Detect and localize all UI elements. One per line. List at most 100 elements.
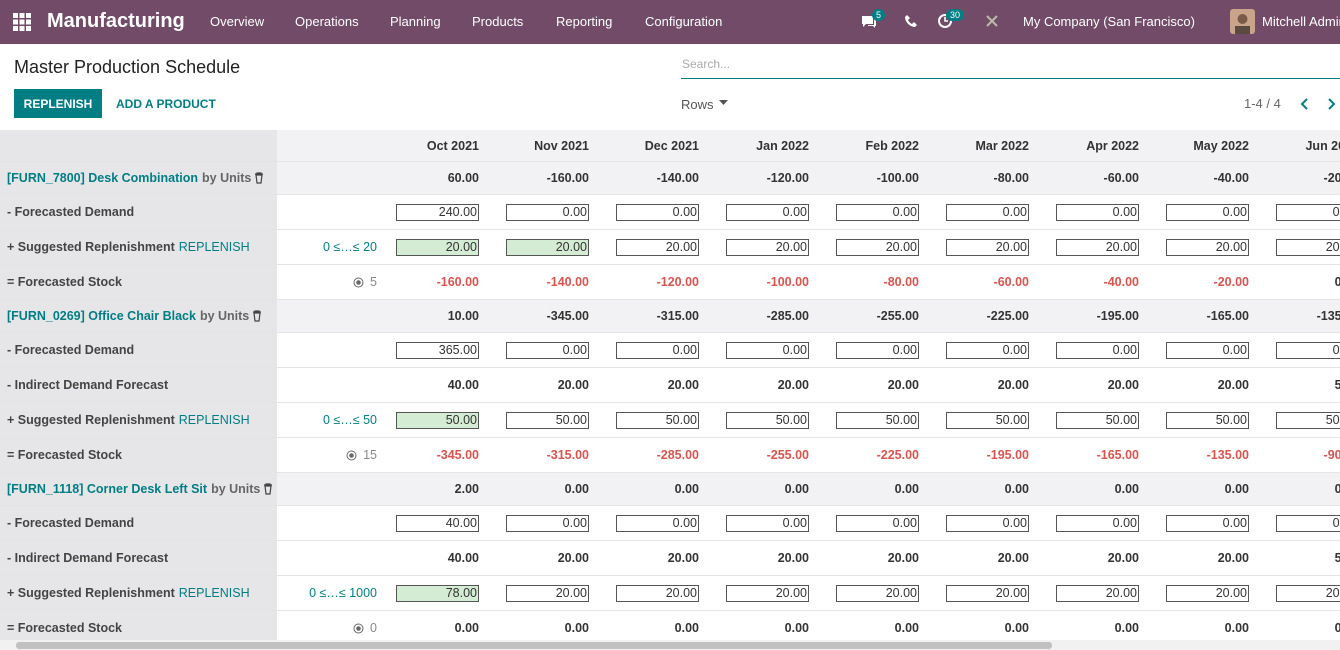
- value-input[interactable]: 20.00: [1056, 584, 1139, 602]
- value-input[interactable]: 0.00: [616, 514, 699, 532]
- debug-icon[interactable]: [985, 14, 999, 28]
- value-text: 20.00: [887, 551, 919, 565]
- value-input[interactable]: 20.00: [1056, 238, 1139, 256]
- value-text: -100.00: [766, 275, 809, 289]
- delete-icon[interactable]: [252, 310, 262, 322]
- detail-row: - Forecasted Demand 240.00 0.00 0.00 0.00 0.0…: [0, 195, 1340, 230]
- delete-icon[interactable]: [254, 172, 264, 184]
- add-product-button[interactable]: ADD A PRODUCT: [116, 97, 216, 111]
- value-input[interactable]: 20.00: [1276, 238, 1340, 256]
- side-text[interactable]: 0 ≤…≤ 20: [322, 240, 377, 254]
- avatar[interactable]: [1230, 9, 1255, 34]
- value-input[interactable]: 20.00: [1276, 584, 1340, 602]
- replenish-button[interactable]: REPLENISH: [14, 89, 102, 118]
- menu-item[interactable]: Reporting: [556, 14, 613, 29]
- menu-item[interactable]: Operations: [295, 14, 359, 29]
- row-label-text: - Indirect Demand Forecast: [7, 551, 169, 565]
- chat-icon[interactable]: [860, 13, 878, 31]
- value-input[interactable]: 0.00: [616, 203, 699, 221]
- value-input[interactable]: 50.00: [1056, 411, 1139, 429]
- value-input[interactable]: 40.00: [396, 514, 479, 532]
- menu-item[interactable]: Products: [472, 14, 524, 29]
- value-input[interactable]: 0.00: [946, 203, 1029, 221]
- safety-icon: [353, 277, 364, 287]
- value-input[interactable]: 50.00: [396, 411, 479, 429]
- value-input[interactable]: 50.00: [836, 411, 919, 429]
- delete-icon[interactable]: [263, 483, 273, 495]
- side-text[interactable]: 0 ≤…≤ 50: [322, 413, 377, 427]
- menu-item[interactable]: Configuration: [645, 14, 723, 29]
- product-name[interactable]: [FURN_1118] Corner Desk Left Sit: [7, 482, 208, 496]
- value-input[interactable]: 20.00: [946, 584, 1029, 602]
- phone-icon[interactable]: [904, 14, 918, 28]
- row-replenish-link[interactable]: REPLENISH: [178, 586, 250, 600]
- side-text[interactable]: 0 ≤…≤ 1000: [309, 586, 377, 600]
- value-text: -195.00: [986, 448, 1029, 462]
- value-input[interactable]: 0.00: [726, 341, 809, 359]
- scrollbar-thumb[interactable]: [16, 642, 1052, 649]
- value-input[interactable]: 50.00: [1276, 411, 1340, 429]
- value-input[interactable]: 0.00: [506, 203, 589, 221]
- value-input[interactable]: 0.00: [616, 341, 699, 359]
- value-input[interactable]: 20.00: [726, 238, 809, 256]
- search-input[interactable]: Search...: [681, 57, 1340, 79]
- value-input[interactable]: 20.00: [616, 584, 699, 602]
- row-label-text: - Indirect Demand Forecast: [7, 378, 169, 392]
- summary-cell: 60.00: [447, 171, 479, 185]
- pager-next[interactable]: [1327, 98, 1337, 110]
- value-input[interactable]: 365.00: [396, 341, 479, 359]
- value-input[interactable]: 0.00: [1056, 514, 1139, 532]
- value-input[interactable]: 0.00: [506, 341, 589, 359]
- value-input[interactable]: 0.00: [836, 514, 919, 532]
- company-switcher[interactable]: My Company (San Francisco): [1023, 14, 1195, 29]
- value-input[interactable]: 50.00: [616, 411, 699, 429]
- value-input[interactable]: 0.00: [1056, 203, 1139, 221]
- value-input[interactable]: 20.00: [1166, 238, 1249, 256]
- value-input[interactable]: 20.00: [946, 238, 1029, 256]
- value-input[interactable]: 50.00: [946, 411, 1029, 429]
- value-input[interactable]: 50.00: [726, 411, 809, 429]
- pager-prev[interactable]: [1300, 98, 1310, 110]
- value-input[interactable]: 0.00: [1166, 341, 1249, 359]
- value-input[interactable]: 20.00: [726, 584, 809, 602]
- menu-item[interactable]: Planning: [390, 14, 441, 29]
- row-replenish-link[interactable]: REPLENISH: [178, 240, 250, 254]
- apps-icon[interactable]: [13, 13, 31, 31]
- value-input[interactable]: 0.00: [1056, 341, 1139, 359]
- value-input[interactable]: 0.00: [946, 514, 1029, 532]
- value-input[interactable]: 20.00: [506, 238, 589, 256]
- value-input[interactable]: 0.00: [836, 341, 919, 359]
- activity-icon[interactable]: [937, 13, 953, 29]
- value-input[interactable]: 50.00: [1166, 411, 1249, 429]
- value-input[interactable]: 20.00: [1166, 584, 1249, 602]
- value-input[interactable]: 78.00: [396, 584, 479, 602]
- value-input[interactable]: 0.00: [726, 203, 809, 221]
- value-input[interactable]: 0.00: [1166, 514, 1249, 532]
- summary-cell: 0.00: [564, 482, 589, 496]
- value-input[interactable]: 20.00: [836, 584, 919, 602]
- control-panel: Master Production Schedule Search... REP…: [0, 44, 1340, 130]
- menu-item[interactable]: Overview: [210, 14, 265, 29]
- value-input[interactable]: 20.00: [836, 238, 919, 256]
- value-input[interactable]: 20.00: [396, 238, 479, 256]
- value-input[interactable]: 0.00: [506, 514, 589, 532]
- value-input[interactable]: 0.00: [946, 341, 1029, 359]
- product-name[interactable]: [FURN_0269] Office Chair Black: [7, 309, 196, 323]
- product-name[interactable]: [FURN_7800] Desk Combination: [7, 171, 199, 185]
- value-input[interactable]: 0.00: [1276, 341, 1340, 359]
- value-input[interactable]: 0.00: [726, 514, 809, 532]
- value-input[interactable]: 0.00: [1276, 203, 1340, 221]
- value-cell: 50.00: [607, 403, 717, 437]
- value-input[interactable]: 20.00: [506, 584, 589, 602]
- value-text: 20.00: [997, 551, 1029, 565]
- rows-menu[interactable]: Rows: [681, 97, 714, 112]
- value-input[interactable]: 20.00: [616, 238, 699, 256]
- value-input[interactable]: 240.00: [396, 203, 479, 221]
- row-replenish-link[interactable]: REPLENISH: [178, 413, 250, 427]
- app-name[interactable]: Manufacturing: [47, 10, 185, 32]
- user-menu[interactable]: Mitchell Admin: [1262, 14, 1340, 29]
- value-input[interactable]: 0.00: [1166, 203, 1249, 221]
- value-input[interactable]: 0.00: [1276, 514, 1340, 532]
- value-input[interactable]: 0.00: [836, 203, 919, 221]
- value-input[interactable]: 50.00: [506, 411, 589, 429]
